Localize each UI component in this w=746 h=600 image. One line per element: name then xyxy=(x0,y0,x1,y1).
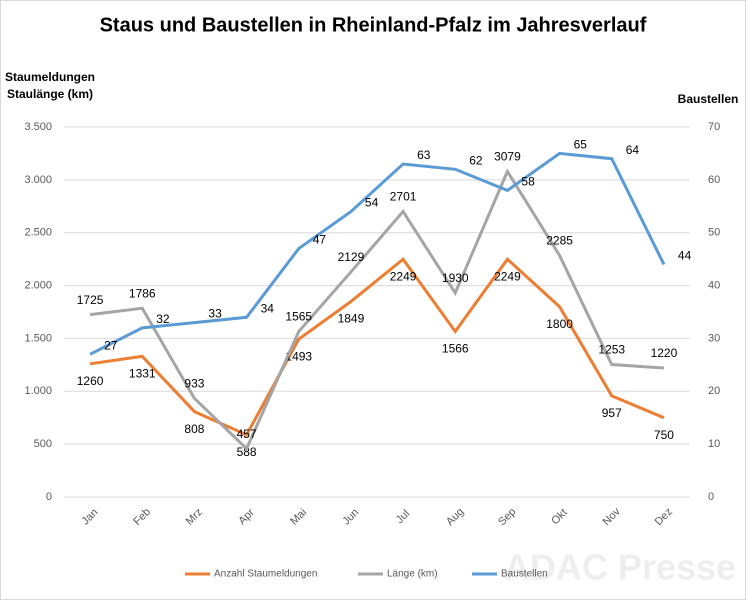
data-label: 1800 xyxy=(546,317,573,331)
data-label: 63 xyxy=(417,148,431,162)
data-label: 33 xyxy=(208,307,222,321)
data-label: 2129 xyxy=(338,250,365,264)
data-label: 3079 xyxy=(494,150,521,164)
data-label: 1331 xyxy=(129,366,156,380)
data-label: 1930 xyxy=(442,271,469,285)
y2-tick-label: 40 xyxy=(708,279,720,291)
watermark: ADAC Presse xyxy=(504,547,736,588)
series-line xyxy=(89,257,665,437)
y-tick-label: 1.000 xyxy=(24,385,52,397)
data-label: 1565 xyxy=(285,310,312,324)
data-label: 1253 xyxy=(598,343,625,357)
data-label: 2249 xyxy=(390,269,417,283)
y-tick-label: 500 xyxy=(34,438,52,450)
data-label: 62 xyxy=(469,153,483,167)
data-label: 44 xyxy=(678,249,692,263)
series-line xyxy=(89,168,665,452)
data-label: 2285 xyxy=(546,234,573,248)
y-axis-title: Staumeldungen xyxy=(5,70,95,84)
data-label: 457 xyxy=(237,427,257,441)
data-label: 588 xyxy=(237,445,257,459)
data-label: 1493 xyxy=(285,349,312,363)
y2-tick-label: 0 xyxy=(708,491,714,503)
y-axis-title: Staulänge (km) xyxy=(7,87,93,101)
y-tick-label: 0 xyxy=(46,491,52,503)
data-label: 64 xyxy=(626,143,640,157)
y2-tick-label: 10 xyxy=(708,438,720,450)
data-label: 1849 xyxy=(338,312,365,326)
data-label: 54 xyxy=(365,196,379,210)
legend-label: Länge (km) xyxy=(387,569,438,580)
data-label: 933 xyxy=(184,377,204,391)
data-label: 750 xyxy=(654,428,674,442)
data-label: 1566 xyxy=(442,342,469,356)
data-label: 1220 xyxy=(651,346,678,360)
series-line xyxy=(89,151,666,356)
data-label: 1725 xyxy=(77,293,104,307)
data-label: 58 xyxy=(521,175,535,189)
data-label: 34 xyxy=(261,301,275,315)
y-tick-label: 2.500 xyxy=(24,227,52,239)
data-label: 2249 xyxy=(494,269,521,283)
data-label: 1786 xyxy=(129,286,156,300)
chart-title: Staus und Baustellen in Rheinland-Pfalz … xyxy=(100,14,647,36)
legend-label: Anzahl Staumeldungen xyxy=(214,569,317,580)
data-label: 1260 xyxy=(77,374,104,388)
data-label: 47 xyxy=(313,233,327,247)
y-tick-label: 3.500 xyxy=(24,121,52,133)
y-tick-label: 3.000 xyxy=(24,174,52,186)
data-label: 65 xyxy=(574,138,588,152)
y2-tick-label: 70 xyxy=(708,121,720,133)
data-label: 2701 xyxy=(390,190,417,204)
data-label: 32 xyxy=(156,312,170,326)
y2-axis-title: Baustellen xyxy=(678,92,739,106)
y-tick-label: 2.000 xyxy=(24,279,52,291)
y2-tick-label: 20 xyxy=(708,385,720,397)
data-label: 27 xyxy=(104,338,118,352)
data-label: 957 xyxy=(602,406,622,420)
y2-tick-label: 30 xyxy=(708,332,720,344)
legend-label: Baustellen xyxy=(501,569,548,580)
y-tick-label: 1.500 xyxy=(24,332,52,344)
data-label: 808 xyxy=(184,422,204,436)
y2-tick-label: 50 xyxy=(708,227,720,239)
y2-tick-label: 60 xyxy=(708,174,720,186)
